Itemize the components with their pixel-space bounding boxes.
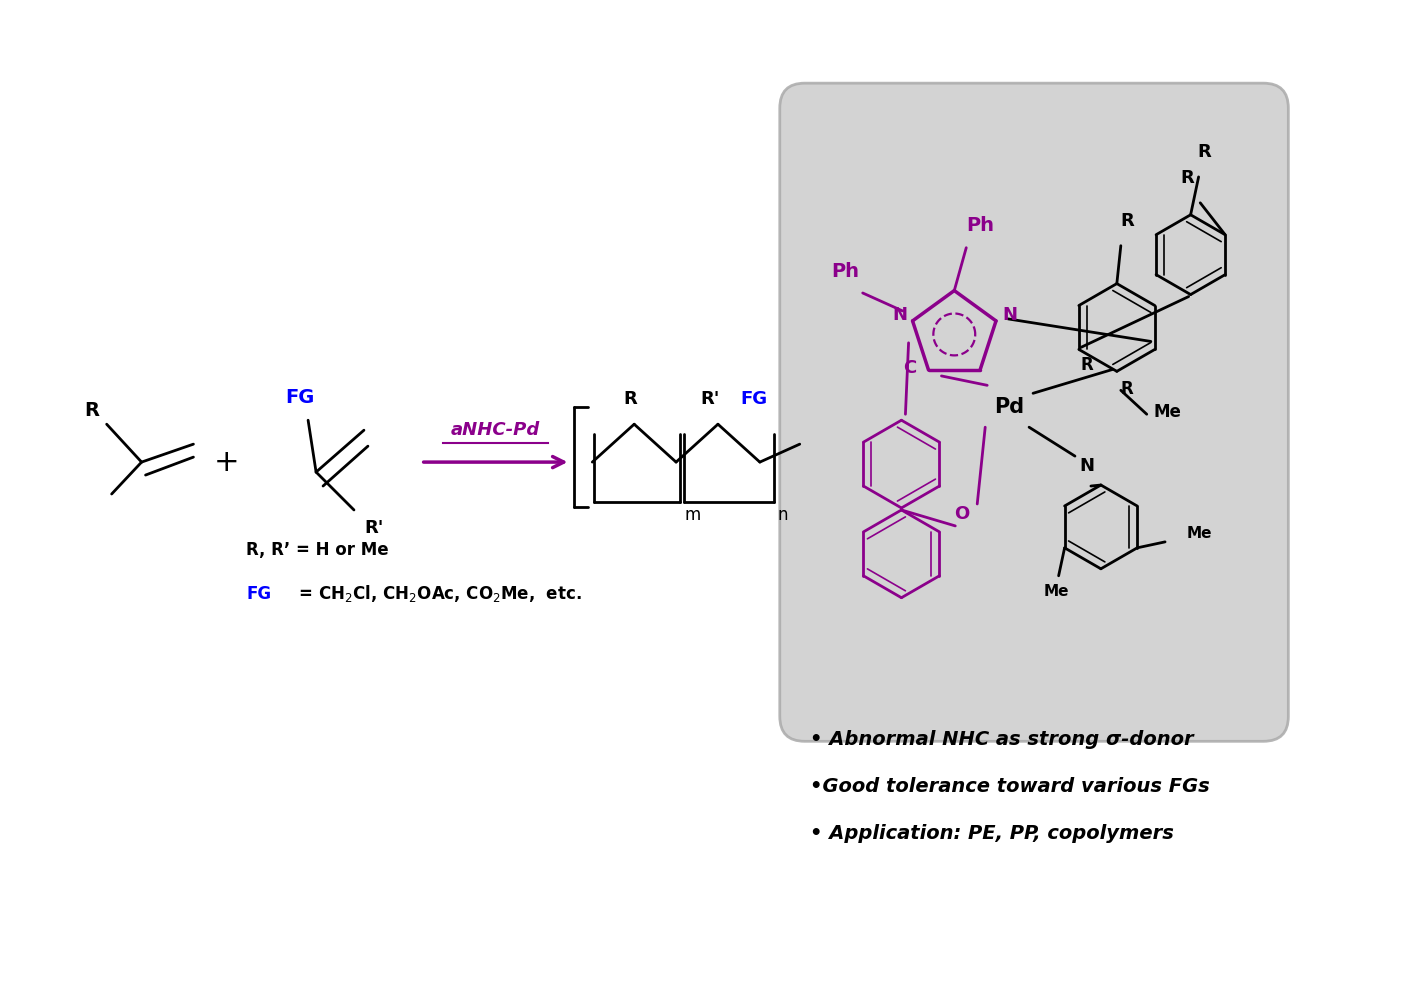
Text: Me: Me — [1187, 526, 1212, 541]
Text: = CH$_2$Cl, CH$_2$OAc, CO$_2$Me,  etc.: = CH$_2$Cl, CH$_2$OAc, CO$_2$Me, etc. — [293, 583, 582, 604]
Text: • Abnormal NHC as strong σ-donor: • Abnormal NHC as strong σ-donor — [810, 730, 1194, 749]
Text: R: R — [1121, 380, 1134, 398]
Text: Me: Me — [1044, 583, 1069, 599]
Text: FG: FG — [741, 390, 767, 409]
Text: R: R — [1080, 356, 1093, 374]
Text: Me: Me — [1153, 403, 1181, 422]
Text: R: R — [623, 390, 637, 409]
Text: FG: FG — [285, 388, 314, 407]
Text: R': R' — [700, 390, 720, 409]
Text: N: N — [1003, 306, 1017, 324]
FancyBboxPatch shape — [780, 83, 1288, 741]
Text: R: R — [1180, 169, 1194, 186]
Text: FG: FG — [247, 584, 271, 603]
Text: R: R — [1120, 211, 1134, 230]
Text: • Application: PE, PP, copolymers: • Application: PE, PP, copolymers — [810, 823, 1173, 842]
Text: Ph: Ph — [832, 262, 860, 281]
Text: N: N — [1079, 457, 1094, 475]
Text: R: R — [84, 401, 100, 420]
Text: aNHC-Pd: aNHC-Pd — [450, 422, 540, 439]
Text: R: R — [1198, 143, 1211, 161]
Text: O: O — [954, 505, 969, 523]
Text: m: m — [685, 506, 700, 524]
Text: •Good tolerance toward various FGs: •Good tolerance toward various FGs — [810, 777, 1209, 796]
Text: +: + — [213, 447, 239, 476]
Text: R': R' — [365, 519, 383, 537]
Text: R, R’ = H or Me: R, R’ = H or Me — [247, 541, 389, 558]
Text: N: N — [892, 306, 908, 324]
Text: Ph: Ph — [967, 216, 995, 235]
Text: Pd: Pd — [995, 397, 1024, 418]
Text: C: C — [904, 359, 916, 377]
Text: n: n — [777, 506, 788, 524]
